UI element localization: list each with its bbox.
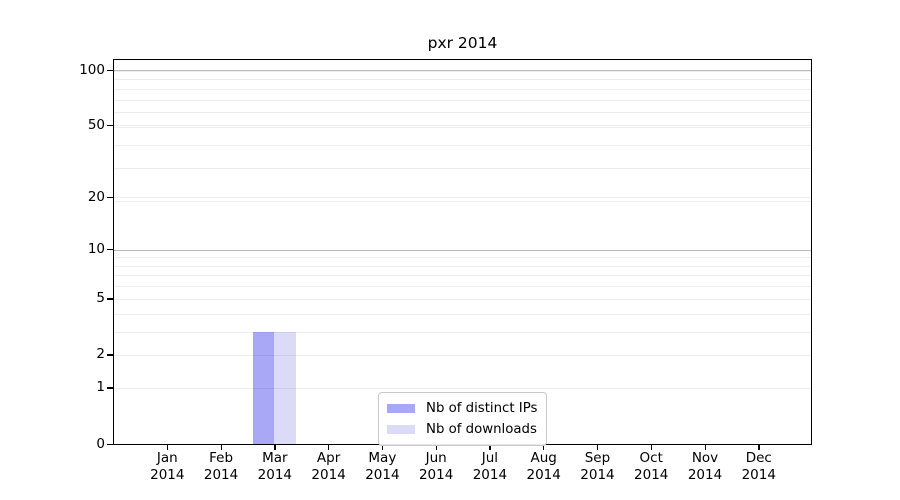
y-tick [107,354,113,356]
major-gridline [114,354,811,356]
plot-area [114,60,811,444]
x-tick-year: 2014 [580,467,615,483]
x-tick-month: Jun [425,450,447,466]
minor-gridline [114,201,811,203]
x-tick-label: May 2014 [350,450,414,484]
x-tick-year: 2014 [365,467,400,483]
minor-gridline [114,275,811,277]
x-tick-month: Aug [530,450,557,466]
bar-downloads [274,331,296,444]
x-tick [328,445,330,450]
x-tick-label: Jan 2014 [135,450,199,484]
x-tick-label: Feb 2014 [189,450,253,484]
y-tick [107,69,113,71]
x-tick-label: Jul 2014 [458,450,522,484]
legend: Nb of distinct IPs Nb of downloads [378,392,548,446]
x-tick-label: Dec 2014 [727,450,791,484]
x-tick [758,445,760,450]
y-tick [107,387,113,389]
x-tick-month: Dec [745,450,772,466]
x-tick-label: Sep 2014 [565,450,629,484]
minor-gridline [114,331,811,333]
x-tick [166,445,169,450]
x-tick [381,445,384,450]
y-tick [107,196,113,199]
x-tick-month: Jan [156,450,178,466]
major-gridline [114,249,811,251]
x-tick-month: Feb [209,450,234,466]
legend-label-distinct-ips: Nb of distinct IPs [426,401,538,416]
x-tick-year: 2014 [418,467,454,483]
y-tick-label: 0 [96,435,105,452]
x-tick-month: Mar [262,450,288,466]
x-tick-label: Apr 2014 [297,450,361,484]
x-tick [435,445,437,450]
x-tick [489,445,491,450]
x-tick-year: 2014 [687,467,723,483]
x-tick [596,445,599,450]
x-tick-year: 2014 [634,467,669,483]
y-tick [107,443,113,445]
x-tick-year: 2014 [257,467,292,483]
minor-gridline [114,88,811,90]
legend-swatch-distinct-ips [387,403,415,414]
bar-distinct-ips [252,331,275,444]
y-tick-label: 10 [87,241,105,258]
x-tick-year: 2014 [472,467,508,483]
x-tick-year: 2014 [150,467,185,483]
y-tick [107,124,113,127]
x-tick-month: Sep [584,450,611,466]
minor-gridline [114,145,811,147]
legend-label-downloads: Nb of downloads [426,422,537,437]
x-tick-year: 2014 [203,467,239,483]
x-tick [274,445,276,450]
legend-row: Nb of distinct IPs [387,398,537,419]
x-tick [650,445,653,450]
x-tick-month: Nov [691,450,719,466]
minor-gridline [114,257,811,259]
x-tick [220,445,222,450]
legend-row: Nb of downloads [387,419,537,440]
minor-gridline [114,313,811,315]
x-tick-month: May [368,450,397,466]
minor-gridline [114,168,811,170]
x-tick-label: Jun 2014 [404,450,468,484]
x-tick-label: Nov 2014 [673,450,737,484]
x-tick-label: Oct 2014 [619,450,683,484]
x-tick-month: Apr [316,450,341,466]
x-tick-month: Oct [639,450,663,466]
y-tick-label: 2 [96,346,105,363]
minor-gridline [114,286,811,288]
x-tick-year: 2014 [741,467,776,483]
minor-gridline [114,112,811,114]
x-tick-year: 2014 [526,467,561,483]
x-tick-label: Aug 2014 [512,450,576,484]
major-gridline [114,387,811,389]
major-gridline [114,70,811,71]
minor-gridline [114,79,811,81]
major-gridline [114,125,811,127]
x-tick [543,445,545,450]
minor-gridline [114,265,811,267]
x-tick-label: Mar 2014 [243,450,307,484]
y-tick-label: 50 [87,116,105,133]
minor-gridline [114,70,811,72]
minor-gridline [114,99,811,101]
y-tick [107,249,113,251]
x-tick [704,445,706,450]
y-tick-label: 5 [96,290,105,307]
y-tick-label: 1 [96,379,105,396]
x-tick-month: Jul [481,450,499,466]
y-tick-label: 100 [79,61,105,78]
y-tick-label: 20 [87,188,105,205]
minor-gridline [114,126,811,128]
major-gridline [114,298,811,300]
major-gridline [114,197,811,199]
x-tick-year: 2014 [311,467,346,483]
chart-title: pxr 2014 [427,34,498,52]
y-tick [107,298,113,300]
legend-swatch-downloads [387,424,415,435]
